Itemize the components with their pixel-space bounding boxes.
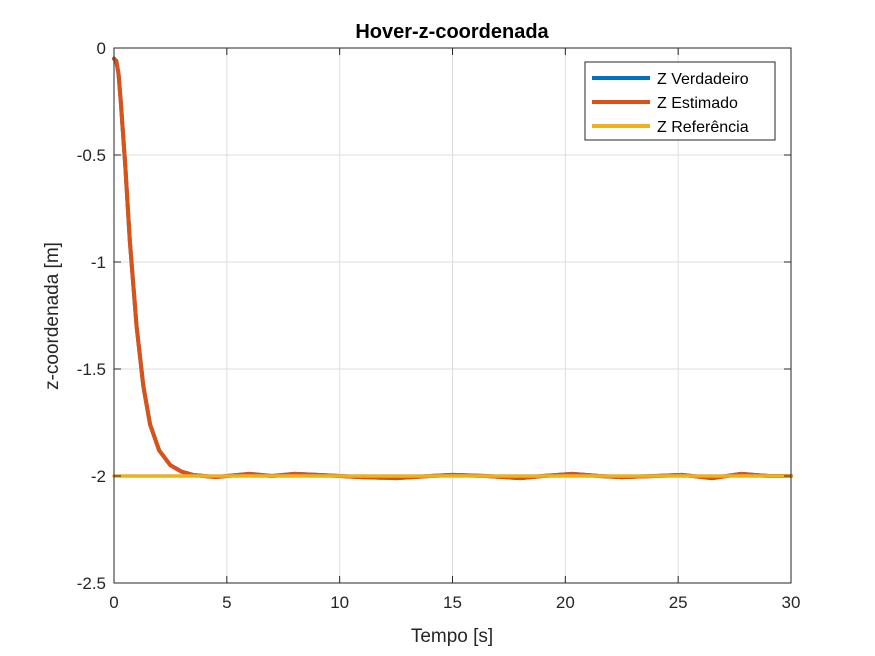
x-tick-label: 25 <box>669 593 688 612</box>
y-tick-label: -2.5 <box>77 574 106 593</box>
x-tick-label: 15 <box>443 593 462 612</box>
legend-label: Z Referência <box>657 119 749 136</box>
y-tick-label: -1.5 <box>77 360 106 379</box>
series-layer <box>112 56 793 481</box>
x-tick-label: 0 <box>109 593 118 612</box>
x-tick-label: 20 <box>556 593 575 612</box>
ticks <box>113 47 792 584</box>
chart-title: Hover-z-coordenada <box>355 21 549 43</box>
x-axis-label: Tempo [s] <box>411 626 493 647</box>
legend: Z Verdadeiro Z Estimado Z Referência <box>584 61 776 141</box>
y-axis-label: z-coordenada [m] <box>42 242 63 390</box>
y-tick-label: -2 <box>91 467 106 486</box>
x-tick-label: 5 <box>222 593 231 612</box>
legend-label: Z Estimado <box>657 95 738 112</box>
x-tick-label: 30 <box>782 593 801 612</box>
tick-labels: 0 5 10 15 20 25 30 0 -0.5 -1 -1.5 -2 -2.5 <box>77 39 801 612</box>
legend-label: Z Verdadeiro <box>657 71 749 88</box>
y-tick-label: -0.5 <box>77 146 106 165</box>
y-tick-label: -1 <box>91 253 106 272</box>
y-tick-label: 0 <box>97 39 106 58</box>
x-tick-label: 10 <box>330 593 349 612</box>
